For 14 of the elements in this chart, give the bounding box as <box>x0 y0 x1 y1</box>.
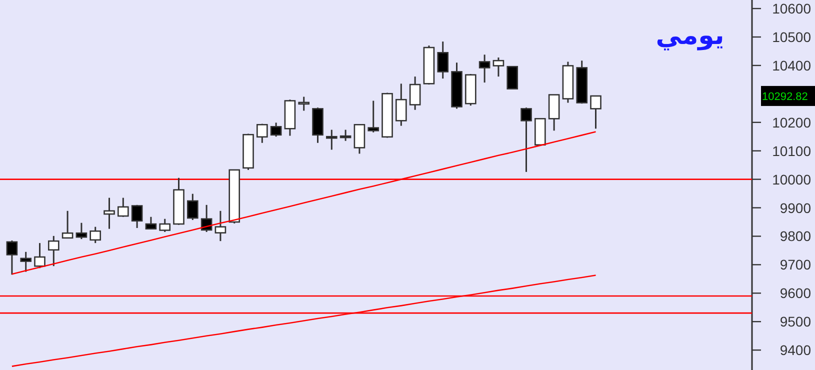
y-tick-label: 9500 <box>780 314 812 330</box>
y-tick-label: 9900 <box>780 200 812 216</box>
y-tick-label: 10200 <box>772 114 812 130</box>
y-tick-label: 9800 <box>780 228 812 244</box>
y-tick-label: 9600 <box>780 285 812 302</box>
y-tick-label: 10100 <box>772 142 812 159</box>
y-tick-label: 10500 <box>772 29 812 45</box>
y-tick-label: 10400 <box>772 57 812 74</box>
text: 10292.82 <box>762 90 808 103</box>
y-tick-label: 9400 <box>780 342 812 358</box>
y-tick-label: 10000 <box>772 171 812 188</box>
text: يومي <box>656 21 724 51</box>
y-tick-label: 9700 <box>780 256 812 273</box>
y-tick-label: 10600 <box>772 0 812 17</box>
